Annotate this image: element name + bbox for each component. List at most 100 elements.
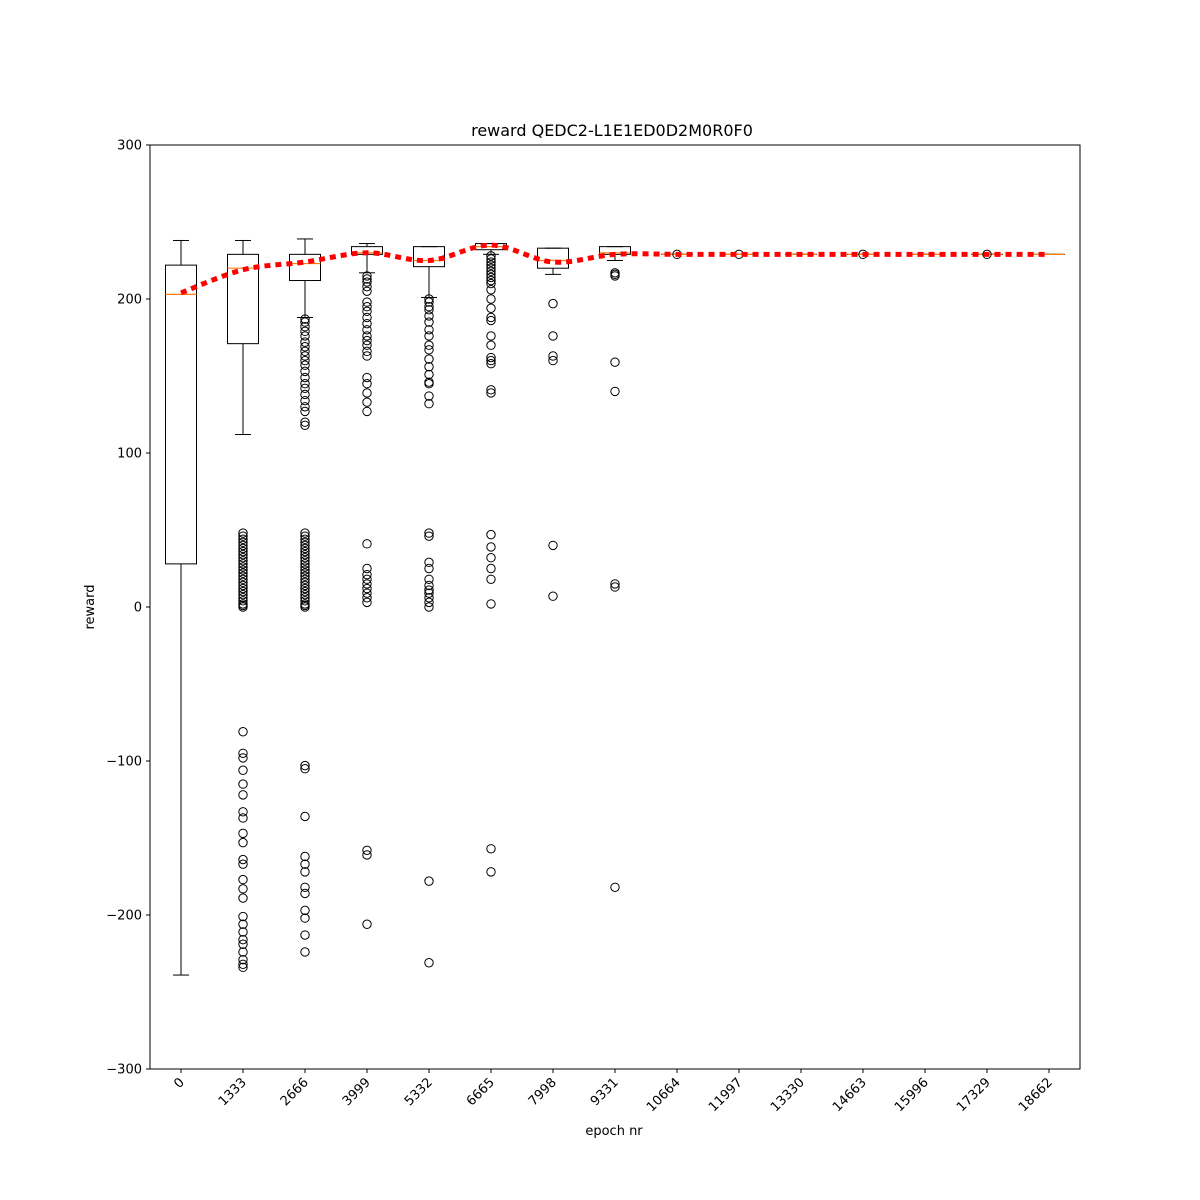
flier-point	[362, 286, 372, 296]
flier-point	[238, 790, 248, 800]
flier-point	[424, 369, 434, 380]
flier-point	[610, 582, 620, 592]
flier-point	[362, 406, 372, 417]
flier-point	[362, 277, 372, 287]
flier-point	[362, 331, 372, 341]
flier-point	[300, 540, 310, 551]
flier-point	[300, 556, 310, 566]
box-iqr	[413, 246, 445, 268]
flier-point	[362, 597, 372, 608]
flier-point	[238, 884, 248, 894]
box-group-9331	[599, 246, 631, 892]
flier-point	[424, 557, 434, 568]
flier-point	[300, 366, 310, 377]
flier-point	[300, 379, 310, 389]
flier-point	[300, 360, 310, 370]
flier-point	[300, 602, 310, 612]
flier-point	[424, 528, 434, 538]
flier-point	[238, 574, 248, 584]
flier-point	[238, 559, 248, 569]
x-tick-label: 7998	[526, 1075, 560, 1109]
flier-point	[362, 593, 372, 603]
box-group-0	[165, 239, 197, 976]
flier-point	[362, 274, 372, 284]
flier-point	[300, 420, 310, 430]
flier-point	[238, 602, 248, 612]
mean-line-layer	[180, 242, 1049, 296]
flier-point	[486, 285, 496, 295]
flier-point	[300, 372, 310, 383]
mean-line	[180, 242, 1049, 296]
flier-point	[362, 318, 372, 329]
flier-point	[424, 325, 434, 335]
x-axis-label: epoch nr	[585, 1124, 643, 1139]
flier-point	[238, 779, 248, 789]
flier-point	[362, 312, 372, 323]
flier-point	[486, 844, 496, 854]
flier-point	[238, 586, 248, 597]
flier-point	[300, 351, 310, 361]
box-iqr	[165, 264, 197, 565]
flier-point	[486, 352, 496, 363]
flier-point	[238, 919, 248, 929]
x-axis: 0 1333 2666 3999 5332 6665 7998 9331 10664 11997 1…	[171, 1069, 1056, 1115]
flier-point	[486, 263, 496, 273]
plot-area-frame	[149, 144, 1081, 1070]
boxes-layer	[165, 238, 1065, 976]
flier-point	[362, 346, 372, 357]
y-tick-label: 300	[117, 139, 142, 154]
flier-point	[238, 528, 248, 538]
x-tick-label: 1333	[216, 1075, 250, 1109]
flier-point	[548, 540, 558, 551]
flier-point	[238, 854, 248, 865]
x-tick-label: 6665	[464, 1075, 498, 1109]
flier-point	[548, 351, 558, 361]
flier-point	[610, 386, 620, 397]
flier-point	[300, 947, 310, 957]
flier-point	[362, 340, 372, 350]
flier-point	[238, 947, 248, 957]
flier-point	[238, 765, 248, 775]
flier-point	[424, 585, 434, 595]
flier-point	[362, 379, 372, 389]
flier-point	[300, 326, 310, 337]
box-iqr	[289, 253, 321, 282]
flier-point	[238, 959, 248, 969]
flier-point	[238, 577, 248, 588]
flier-point	[486, 542, 496, 552]
flier-point	[238, 748, 248, 758]
flier-point	[300, 764, 310, 774]
x-tick-label: 9331	[588, 1075, 622, 1109]
flier-point	[300, 383, 310, 394]
flier-point	[362, 579, 372, 589]
x-tick-label: 13330	[768, 1075, 808, 1115]
flier-point	[486, 303, 496, 313]
y-tick-label: 200	[117, 293, 142, 308]
x-tick-label: 3999	[340, 1075, 374, 1109]
flier-point	[238, 546, 248, 557]
flier-point	[238, 939, 248, 949]
flier-point	[424, 602, 434, 612]
flier-point	[486, 251, 496, 261]
flier-point	[486, 254, 496, 264]
flier-point	[424, 294, 434, 304]
flier-point	[486, 385, 496, 395]
flier-point	[300, 549, 310, 560]
flier-point	[238, 911, 248, 922]
flier-point	[486, 260, 496, 270]
flier-point	[486, 358, 496, 369]
flier-point	[300, 586, 310, 597]
flier-point	[238, 543, 248, 554]
flier-point	[300, 355, 310, 366]
flier-point	[300, 322, 310, 332]
flier-point	[238, 534, 248, 544]
flier-point	[548, 298, 558, 309]
flier-point	[300, 859, 310, 869]
flier-point	[362, 325, 372, 335]
box-group-3999	[351, 243, 383, 929]
flier-point	[238, 565, 248, 575]
flier-point	[300, 562, 310, 572]
flier-point	[238, 753, 248, 763]
flier-point	[424, 391, 434, 401]
